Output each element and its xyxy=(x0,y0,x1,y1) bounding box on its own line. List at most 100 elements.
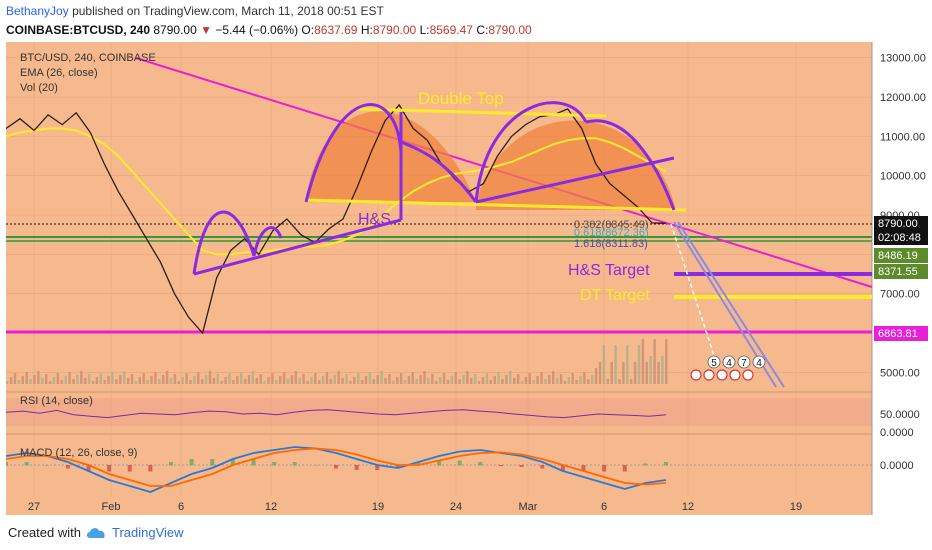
volume-bar xyxy=(115,379,118,384)
marker-circle xyxy=(737,355,751,369)
tradingview-brand-link[interactable]: TradingView xyxy=(112,525,184,540)
volume-bar xyxy=(298,378,301,384)
volume-bar xyxy=(275,380,278,384)
volume-bar xyxy=(341,378,344,384)
macd-hist-bar xyxy=(148,465,153,472)
volume-bar xyxy=(399,373,403,384)
volume-bar xyxy=(263,381,266,384)
double-top-dome-2 xyxy=(476,120,676,210)
volume-bar xyxy=(587,379,590,384)
volume-bar xyxy=(33,375,36,384)
volume-bar xyxy=(103,380,106,384)
volume-bar xyxy=(197,372,200,384)
volume-bar xyxy=(169,378,173,384)
hs-neckline-left xyxy=(193,218,402,276)
event-marker[interactable]: 7 xyxy=(737,355,751,369)
time-tick: Mar xyxy=(519,501,538,513)
rsi-band xyxy=(6,398,872,426)
macd-hist-bar xyxy=(437,460,442,466)
volume-bar xyxy=(559,374,563,384)
time-tick: 27 xyxy=(28,501,40,513)
volume-bar xyxy=(95,377,99,384)
price-label: 8371.55 xyxy=(878,266,918,278)
price-tick: 10000.00 xyxy=(880,171,926,183)
symbol-label: COINBASE:BTCUSD, 240 xyxy=(6,23,151,37)
volume-bar xyxy=(150,376,153,384)
chart-area[interactable]: 5000.006000.007000.008000.009000.0010000… xyxy=(4,42,930,515)
fib-0618-label: 0.618(8672.36) xyxy=(574,227,649,239)
volume-bar xyxy=(583,372,586,384)
macd-hist-bar xyxy=(581,465,586,472)
volume-bar xyxy=(536,376,539,384)
volume-bar xyxy=(470,378,473,384)
volume-bar xyxy=(84,378,87,384)
volume-bar xyxy=(532,380,535,384)
volume-bar xyxy=(212,378,216,384)
chart-header: BethanyJoy published on TradingView.com,… xyxy=(0,0,932,42)
volume-bar xyxy=(290,375,294,384)
macd-hist-bar xyxy=(65,465,70,469)
volume-bar xyxy=(267,377,270,384)
chart-canvas[interactable]: 5000.006000.007000.008000.009000.0010000… xyxy=(4,42,930,515)
price-label-bg xyxy=(874,264,928,279)
volume-bar xyxy=(481,377,485,384)
volume-bar xyxy=(442,373,446,384)
volume-bar xyxy=(368,372,372,384)
volume-bar xyxy=(380,371,383,384)
macd-hist-bar xyxy=(107,465,112,472)
volume-bar xyxy=(489,380,492,384)
volume-bar xyxy=(392,381,395,384)
macd-hist-bar xyxy=(313,465,318,466)
volume-bar xyxy=(259,374,262,384)
hs-neckline-right xyxy=(475,156,675,204)
volume-bar xyxy=(318,380,321,384)
volume-bar xyxy=(657,362,660,384)
time-tick: 12 xyxy=(265,501,277,513)
volume-bar xyxy=(524,377,528,384)
legend-ema: EMA (26, close) xyxy=(20,67,98,79)
macd-hist-bar xyxy=(457,460,462,466)
time-axis: 27 Feb 6 12 19 24 Mar 6 12 19 xyxy=(28,501,802,513)
time-tick: 6 xyxy=(178,501,184,513)
volume-bar xyxy=(598,362,602,384)
macd-hist-bar xyxy=(86,465,91,472)
volume-bar xyxy=(435,381,438,384)
price-change: −5.44 (−0.06%) xyxy=(215,23,299,37)
volume-bar xyxy=(462,375,465,384)
volume-bar xyxy=(236,376,239,384)
volume-bar xyxy=(52,377,56,384)
volume-bar xyxy=(216,374,219,384)
change-down-icon: ▼ xyxy=(200,23,212,37)
volume-bar xyxy=(220,381,223,384)
volume-bar xyxy=(6,381,9,384)
open-label: O: xyxy=(301,23,315,37)
marker-circle xyxy=(722,355,736,369)
hs-target-label: H&S Target xyxy=(568,262,650,279)
volume-bar xyxy=(173,374,177,384)
volume-bar xyxy=(279,376,282,384)
volume-bar xyxy=(333,375,336,384)
macd-hist-bar xyxy=(127,465,132,472)
hs-right-shoulder-left xyxy=(474,101,588,203)
price-tick: 5000.00 xyxy=(880,367,920,379)
macd-hist-bar xyxy=(395,465,400,469)
event-marker[interactable]: 5 xyxy=(707,355,721,369)
event-marker[interactable]: 4 xyxy=(752,355,766,369)
time-tick: 6 xyxy=(601,501,607,513)
macd-hist-bar xyxy=(540,465,545,469)
volume-bar xyxy=(271,373,274,384)
volume-bar xyxy=(224,377,227,384)
ema-line xyxy=(5,127,667,256)
volume-bar xyxy=(142,373,145,384)
volume-bar xyxy=(552,371,555,384)
legend-rsi: RSI (14, close) xyxy=(20,395,93,407)
author-link[interactable]: BethanyJoy xyxy=(6,4,69,18)
volume-bar xyxy=(9,377,13,384)
neckline-yellow xyxy=(305,198,687,212)
volume-bar xyxy=(641,339,645,384)
price-tick: 7000.00 xyxy=(880,289,920,301)
event-marker[interactable]: 4 xyxy=(722,355,736,369)
volume-bar xyxy=(337,371,340,384)
volume-bar xyxy=(376,375,379,384)
